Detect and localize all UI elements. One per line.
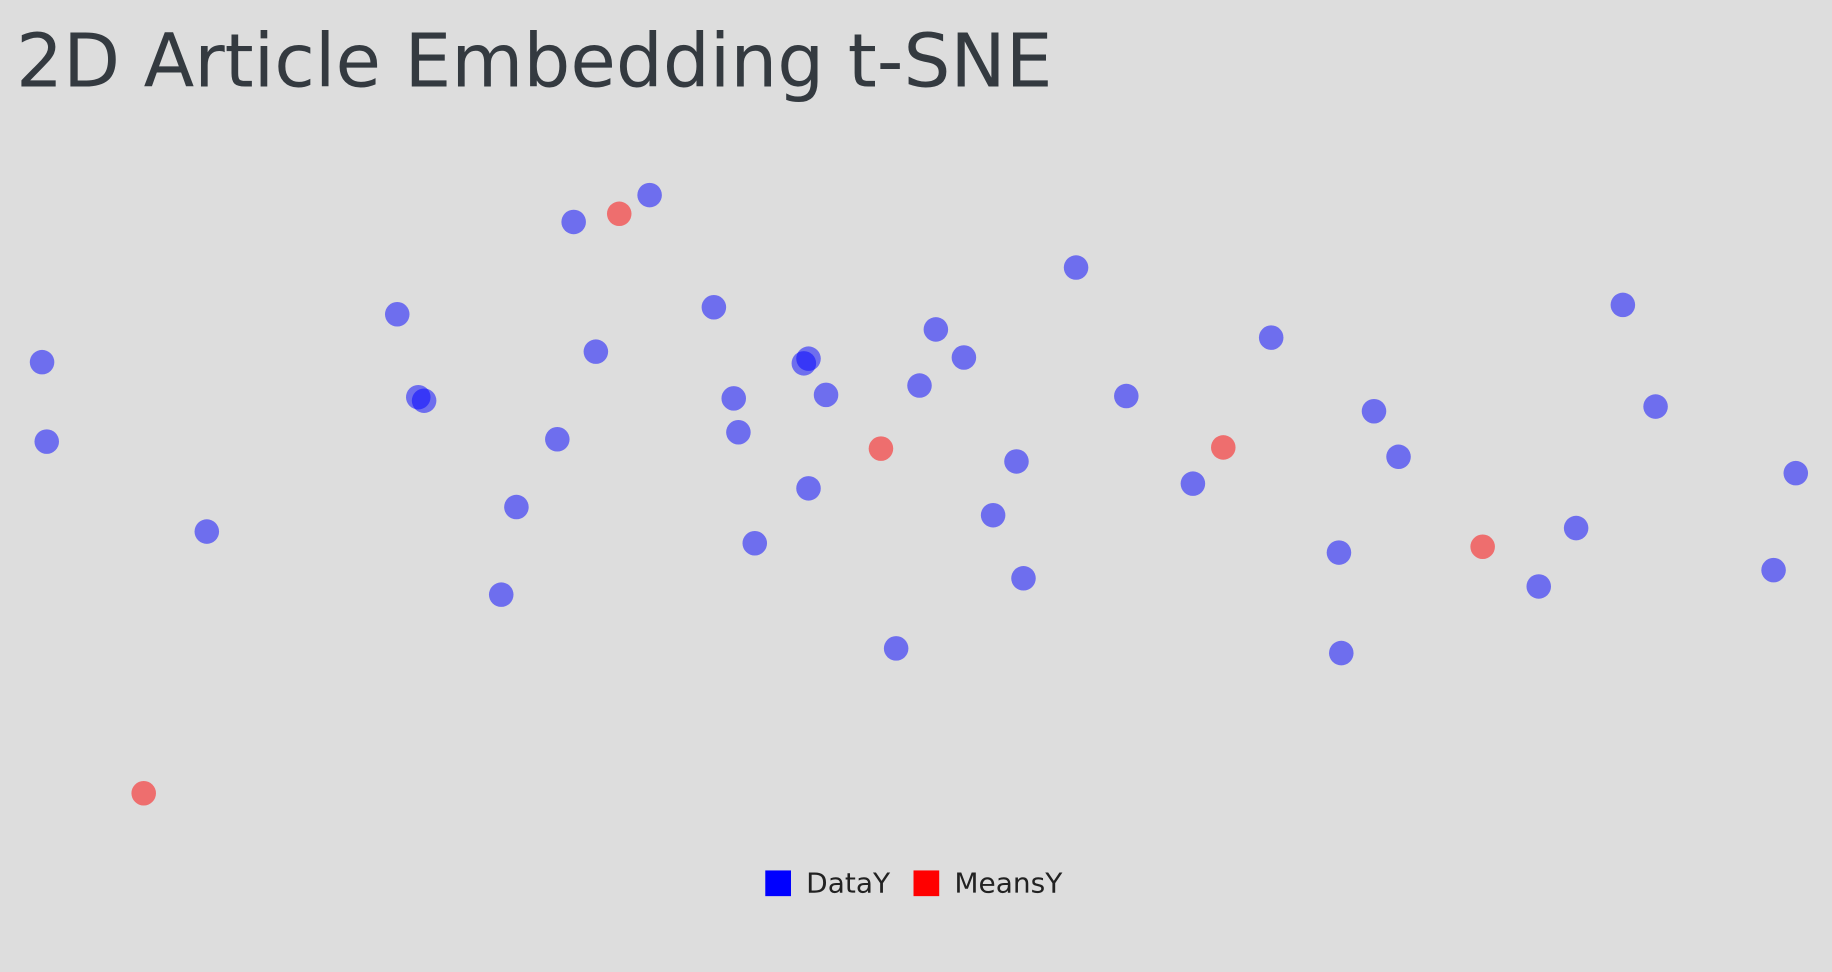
point: [1004, 449, 1029, 474]
point: [504, 494, 529, 520]
point: [1326, 540, 1352, 565]
point: [29, 349, 55, 375]
point: [1258, 325, 1284, 350]
point: [868, 436, 894, 461]
chart-title: 2D Article Embedding t-SNE: [16, 19, 1053, 105]
point: [1783, 460, 1809, 486]
point: [951, 345, 977, 370]
point: [606, 201, 632, 227]
point: [1563, 515, 1589, 541]
point: [721, 386, 747, 411]
point: [1114, 383, 1139, 409]
point: [488, 582, 514, 607]
point: [384, 301, 410, 327]
point: [1011, 566, 1036, 591]
point: [1386, 444, 1411, 470]
point: [1526, 574, 1552, 599]
point: [726, 419, 751, 445]
point: [796, 476, 821, 501]
point: [1610, 292, 1636, 318]
point: [883, 636, 909, 661]
point: [545, 427, 570, 452]
point: [980, 502, 1006, 528]
point: [1329, 640, 1354, 666]
point: [637, 182, 662, 208]
point: [561, 209, 586, 235]
point: [796, 346, 821, 371]
legend-swatch: [765, 870, 791, 897]
point: [1063, 255, 1089, 280]
point: [194, 519, 220, 544]
point: [131, 780, 156, 806]
point: [742, 530, 768, 556]
legend-label: MeansY: [954, 866, 1063, 899]
point: [583, 339, 609, 364]
point: [34, 429, 60, 454]
point: [1470, 534, 1495, 560]
point: [1761, 557, 1786, 583]
point: [907, 373, 932, 398]
point: [411, 388, 437, 413]
point: [701, 294, 727, 320]
legend: DataY MeansY: [765, 866, 1063, 899]
point: [1643, 394, 1668, 419]
point: [813, 382, 839, 408]
point: [1180, 471, 1206, 496]
legend-swatch: [913, 870, 940, 897]
point: [1211, 435, 1236, 460]
point: [923, 317, 949, 342]
point: [1361, 398, 1387, 424]
legend-label: DataY: [806, 866, 891, 899]
